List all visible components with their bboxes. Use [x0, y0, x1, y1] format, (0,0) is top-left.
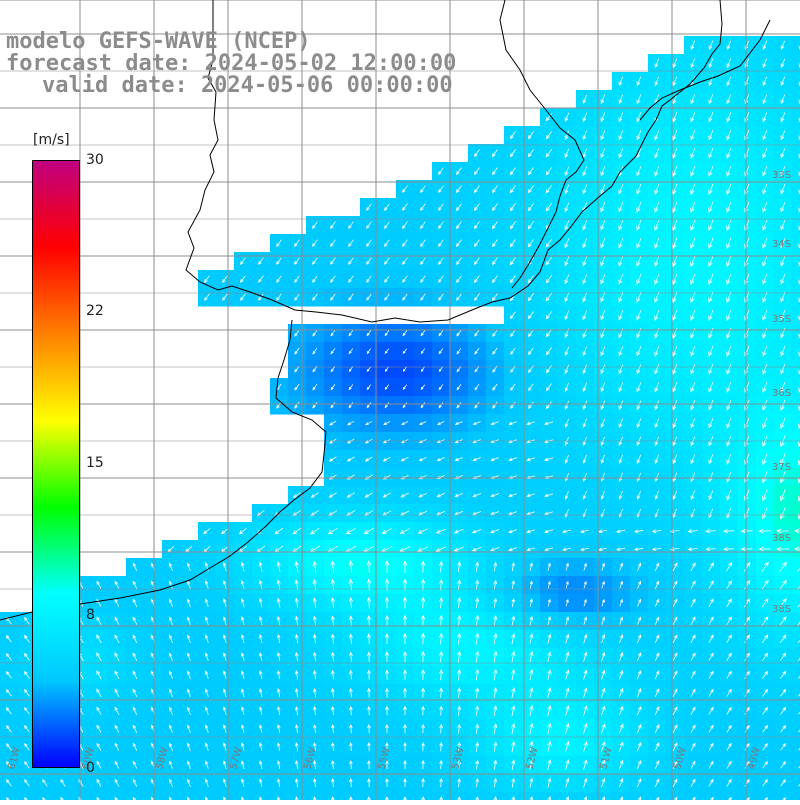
wind-cell	[792, 630, 800, 649]
wind-cell	[792, 306, 800, 325]
wind-cell	[792, 342, 800, 361]
wind-cell	[792, 90, 800, 109]
wind-cell	[594, 792, 613, 800]
colorbar-tick-30: 30	[86, 152, 104, 168]
wind-cell	[792, 720, 800, 739]
wind-cell	[576, 792, 595, 800]
wind-cell	[792, 234, 800, 253]
latitude-label: 38S	[772, 604, 791, 615]
wind-cell	[792, 324, 800, 343]
wind-cell	[792, 108, 800, 127]
wind-cell	[792, 486, 800, 505]
wind-cell	[792, 594, 800, 613]
colorbar-tick-0: 0	[86, 760, 95, 776]
wind-cell	[792, 648, 800, 667]
wind-cell	[792, 72, 800, 91]
wind-cell	[792, 666, 800, 685]
wind-cell	[792, 774, 800, 793]
latitude-label: 38S	[772, 533, 791, 544]
wind-cell	[792, 756, 800, 775]
wind-cell	[792, 36, 800, 55]
latitude-label: 37S	[772, 462, 791, 473]
wind-cell	[792, 270, 800, 289]
colorbar	[32, 160, 80, 768]
colorbar-unit: [m/s]	[33, 132, 70, 148]
latitude-label: 35S	[772, 314, 791, 325]
wind-cell	[792, 792, 800, 800]
colorbar-tick-15: 15	[86, 455, 104, 471]
wind-cell	[792, 360, 800, 379]
wind-cell	[792, 576, 800, 595]
wind-cell	[792, 180, 800, 199]
wind-cell	[792, 144, 800, 163]
wind-cell	[792, 396, 800, 415]
wind-cell	[792, 504, 800, 523]
latitude-label: 34S	[772, 239, 791, 250]
wind-cell	[792, 288, 800, 307]
wind-cell	[792, 126, 800, 145]
wind-cell	[792, 468, 800, 487]
wind-cell	[792, 54, 800, 73]
latitude-label: 36S	[772, 388, 791, 399]
wind-cell	[792, 558, 800, 577]
wind-cell	[792, 702, 800, 721]
wind-cell	[792, 450, 800, 469]
wind-cell	[792, 162, 800, 181]
wind-cell	[792, 378, 800, 397]
wind-cell	[792, 252, 800, 271]
colorbar-tick-22: 22	[86, 303, 104, 319]
wind-cell	[792, 738, 800, 757]
wind-cell	[342, 792, 361, 800]
latitude-label: 33S	[772, 170, 791, 181]
wind-cell	[792, 612, 800, 631]
wind-cell	[792, 198, 800, 217]
wind-cell	[324, 792, 343, 800]
title-valid-date: valid date: 2024-05-06 00:00:00	[42, 74, 453, 98]
wind-cell	[792, 414, 800, 433]
colorbar-tick-8: 8	[86, 607, 95, 623]
